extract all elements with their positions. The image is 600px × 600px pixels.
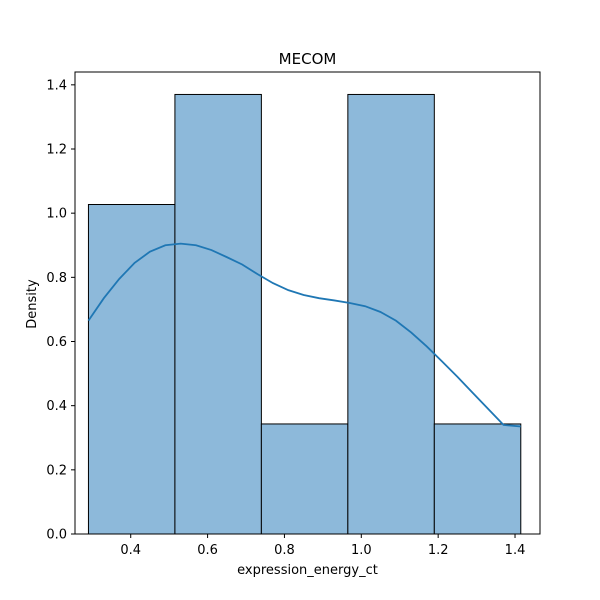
kde-curve bbox=[87, 242, 521, 428]
y-tick-label: 0.4 bbox=[46, 399, 67, 414]
y-tick-label: 0.2 bbox=[46, 463, 67, 478]
chart-title: MECOM bbox=[279, 50, 337, 68]
y-axis-label: Density bbox=[25, 279, 40, 329]
x-tick-label: 0.4 bbox=[120, 543, 141, 558]
histogram-bar-4 bbox=[347, 93, 435, 535]
y-tick-label: 1.0 bbox=[46, 207, 67, 222]
x-tick-label: 1.0 bbox=[351, 543, 372, 558]
y-tick-label: 0.8 bbox=[46, 271, 67, 286]
y-tick-label: 1.2 bbox=[46, 143, 67, 158]
x-tick-label: 1.2 bbox=[428, 543, 449, 558]
y-tick-label: 0.0 bbox=[46, 528, 67, 543]
x-axis-ticks: 0.4 0.6 0.8 1.0 1.2 1.4 bbox=[120, 534, 525, 558]
y-tick-label: 1.4 bbox=[46, 78, 67, 93]
x-tick-label: 0.6 bbox=[197, 543, 218, 558]
plot-frame bbox=[74, 71, 541, 535]
x-tick-label: 1.4 bbox=[505, 543, 526, 558]
kde-layer bbox=[87, 242, 521, 428]
histogram-bar-2 bbox=[174, 93, 262, 535]
x-axis-label: expression_energy_ct bbox=[237, 563, 378, 578]
y-tick-label: 0.6 bbox=[46, 335, 67, 350]
histogram-bar-3 bbox=[260, 423, 349, 535]
y-axis-ticks: 0.0 0.2 0.4 0.6 0.8 1.0 1.2 1.4 bbox=[46, 78, 75, 543]
x-tick-label: 0.8 bbox=[274, 543, 295, 558]
bars-layer bbox=[87, 93, 522, 535]
histogram-bar-1 bbox=[87, 204, 176, 535]
histogram-bar-5 bbox=[433, 423, 522, 535]
